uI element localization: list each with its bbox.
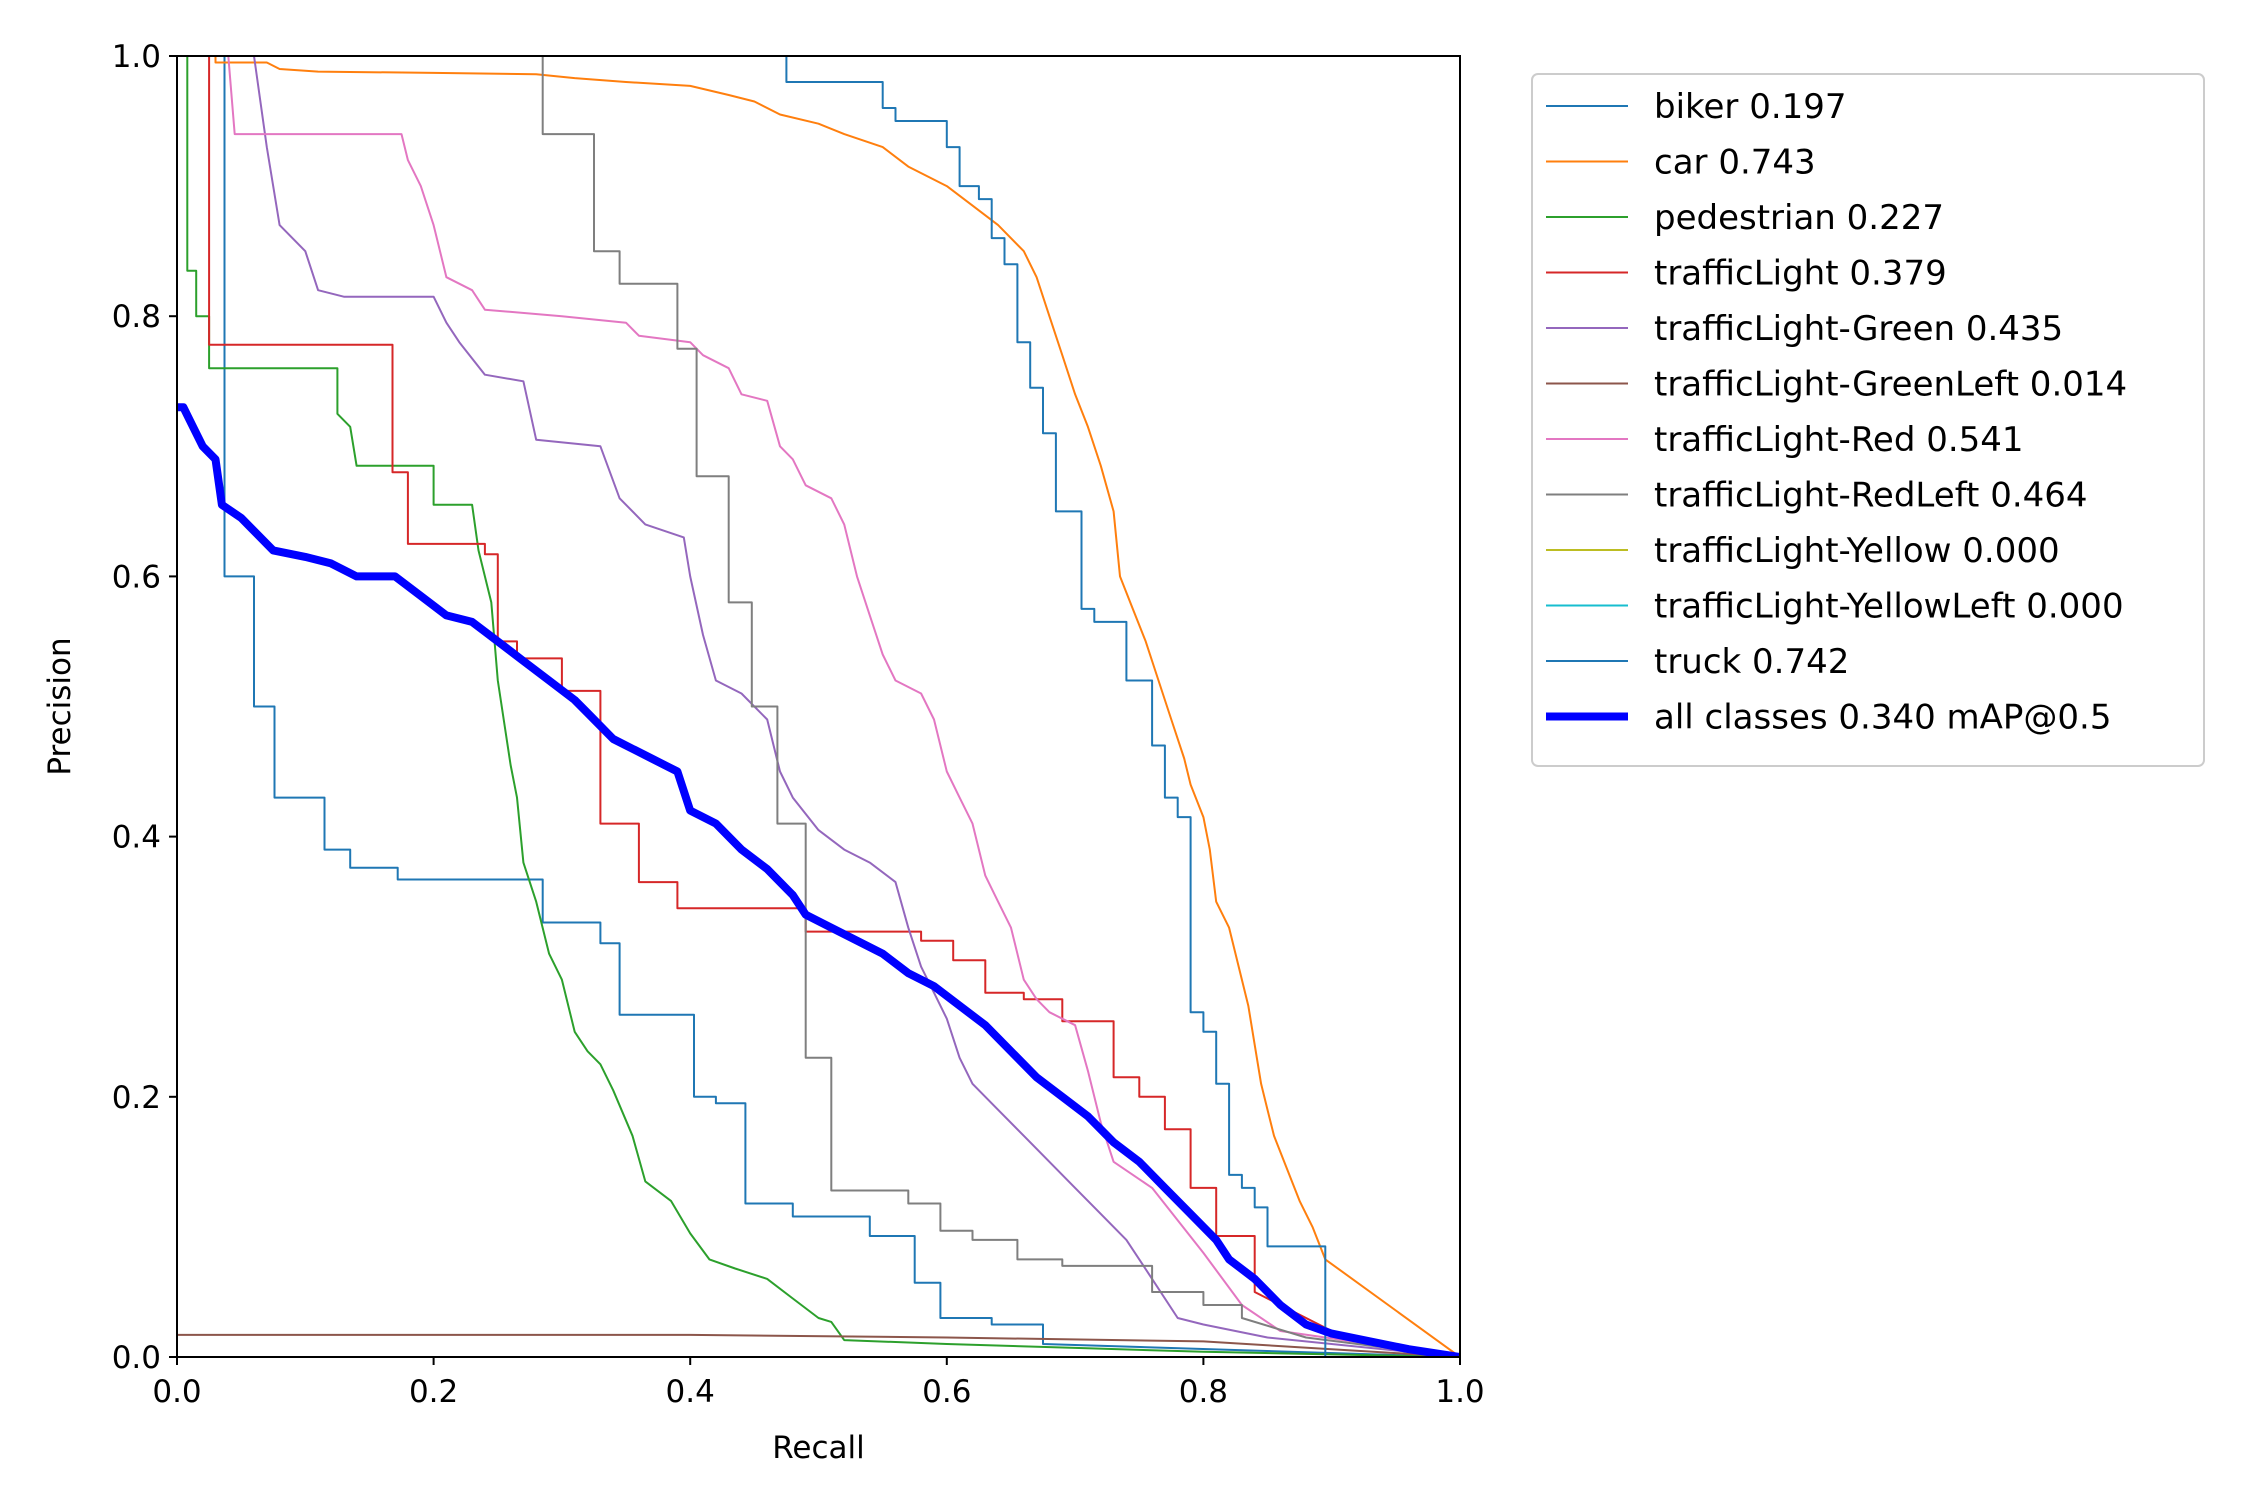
legend-label: trafficLight 0.379	[1654, 254, 1947, 294]
legend-label: trafficLight-RedLeft 0.464	[1654, 476, 2088, 516]
legend-label: trafficLight-GreenLeft 0.014	[1654, 365, 2127, 405]
series-line	[177, 56, 1460, 1357]
x-tick-label: 1.0	[1435, 1374, 1484, 1410]
y-tick-label: 0.0	[112, 1340, 161, 1376]
series-line	[177, 56, 1460, 1357]
legend-label: biker 0.197	[1654, 87, 1847, 127]
plot-lines	[177, 56, 1460, 1357]
series-line	[177, 403, 1460, 1357]
legend-label: trafficLight-Red 0.541	[1654, 420, 2024, 460]
legend-box	[1531, 73, 2205, 767]
x-axis: 0.0 0.2 0.4 0.6 0.8 1.0	[152, 1357, 1485, 1410]
series-line	[177, 56, 1460, 1357]
legend-label: all classes 0.340 mAP@0.5	[1654, 698, 2111, 738]
legend-label: truck 0.742	[1654, 642, 1849, 682]
legend-label: trafficLight-YellowLeft 0.000	[1654, 587, 2124, 627]
series-line	[177, 56, 1460, 1357]
legend-label: pedestrian 0.227	[1654, 198, 1944, 238]
x-tick-label: 0.8	[1179, 1374, 1228, 1410]
y-tick-label: 0.4	[112, 820, 161, 856]
x-tick-label: 0.2	[409, 1374, 458, 1410]
legend: biker 0.197 car 0.743 pedestrian 0.227 traf…	[1531, 73, 2205, 767]
y-tick-label: 0.2	[112, 1080, 161, 1116]
y-tick-label: 1.0	[112, 39, 161, 75]
series-line	[177, 56, 1460, 1357]
series-line	[177, 56, 1460, 1357]
x-tick-label: 0.4	[666, 1374, 715, 1410]
x-tick-label: 0.6	[922, 1374, 971, 1410]
plot-frame	[176, 55, 1461, 1358]
series-line	[177, 56, 1460, 1357]
legend-label: trafficLight-Green 0.435	[1654, 309, 2063, 349]
legend-label: car 0.743	[1654, 143, 1816, 183]
x-tick-label: 0.0	[152, 1374, 201, 1410]
legend-label: trafficLight-Yellow 0.000	[1654, 531, 2060, 571]
series-line	[177, 1333, 1460, 1357]
series-line	[177, 56, 1327, 1357]
y-tick-label: 0.8	[112, 299, 161, 335]
y-axis: 0.0 0.2 0.4 0.6 0.8 1.0	[112, 39, 177, 1376]
y-tick-label: 0.6	[112, 559, 161, 595]
y-axis-label: Precision	[42, 637, 78, 775]
x-axis-label: Recall	[772, 1430, 865, 1466]
